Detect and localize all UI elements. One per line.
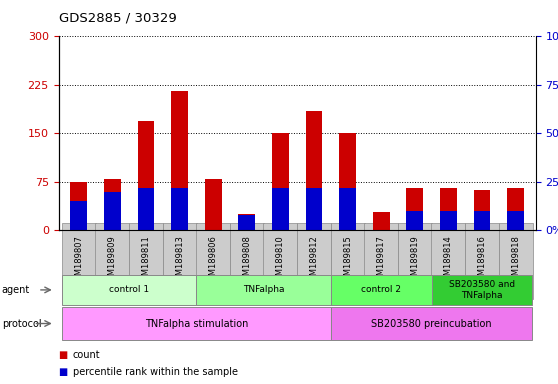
Text: agent: agent [2, 285, 30, 295]
Text: protocol: protocol [2, 318, 41, 329]
Text: control 1: control 1 [109, 285, 149, 295]
Bar [104, 192, 121, 230]
Text: ■: ■ [59, 350, 71, 360]
Bar [339, 188, 356, 230]
Bar [70, 201, 87, 230]
Bar [205, 179, 222, 230]
Text: control 2: control 2 [361, 285, 401, 295]
Bar [440, 211, 457, 230]
Bar [104, 179, 121, 230]
Bar [373, 212, 389, 230]
Bar [137, 188, 155, 230]
Bar [306, 111, 323, 230]
Bar [171, 188, 188, 230]
Bar [70, 182, 87, 230]
Bar [272, 134, 288, 230]
Bar [171, 91, 188, 230]
Bar [339, 134, 356, 230]
Bar [474, 190, 490, 230]
Text: GDS2885 / 30329: GDS2885 / 30329 [59, 12, 176, 25]
Text: TNFalpha: TNFalpha [243, 285, 284, 295]
Text: SB203580 preincubation: SB203580 preincubation [371, 318, 492, 329]
Bar [507, 189, 524, 230]
Bar [238, 214, 255, 230]
Text: percentile rank within the sample: percentile rank within the sample [73, 367, 238, 377]
Bar [507, 211, 524, 230]
Bar [406, 189, 423, 230]
Text: TNFalpha stimulation: TNFalpha stimulation [145, 318, 248, 329]
Bar [440, 189, 457, 230]
Bar [306, 188, 323, 230]
Bar [238, 215, 255, 230]
Text: SB203580 and
TNFalpha: SB203580 and TNFalpha [449, 280, 515, 300]
Text: count: count [73, 350, 100, 360]
Bar [474, 211, 490, 230]
Bar [272, 188, 288, 230]
Text: ■: ■ [59, 367, 71, 377]
Bar [406, 211, 423, 230]
Bar [137, 121, 155, 230]
